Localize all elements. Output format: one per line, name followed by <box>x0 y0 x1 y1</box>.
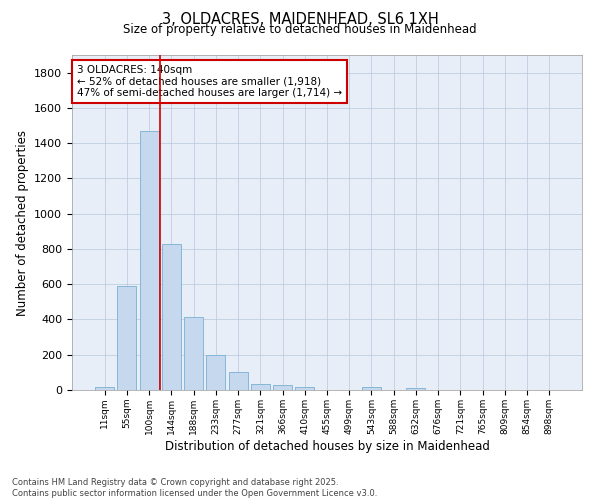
Text: Contains HM Land Registry data © Crown copyright and database right 2025.
Contai: Contains HM Land Registry data © Crown c… <box>12 478 377 498</box>
Bar <box>295 387 314 390</box>
Text: 3 OLDACRES: 140sqm
← 52% of detached houses are smaller (1,918)
47% of semi-deta: 3 OLDACRES: 140sqm ← 52% of detached hou… <box>77 65 342 98</box>
Bar <box>118 286 136 390</box>
Bar <box>362 388 381 390</box>
Bar <box>273 384 292 390</box>
Bar <box>206 354 225 390</box>
X-axis label: Distribution of detached houses by size in Maidenhead: Distribution of detached houses by size … <box>164 440 490 452</box>
Bar <box>140 131 158 390</box>
Bar <box>162 244 181 390</box>
Bar <box>251 384 270 390</box>
Bar <box>229 372 248 390</box>
Y-axis label: Number of detached properties: Number of detached properties <box>16 130 29 316</box>
Bar <box>184 317 203 390</box>
Text: Size of property relative to detached houses in Maidenhead: Size of property relative to detached ho… <box>123 22 477 36</box>
Bar <box>406 388 425 390</box>
Text: 3, OLDACRES, MAIDENHEAD, SL6 1XH: 3, OLDACRES, MAIDENHEAD, SL6 1XH <box>161 12 439 28</box>
Bar <box>95 388 114 390</box>
